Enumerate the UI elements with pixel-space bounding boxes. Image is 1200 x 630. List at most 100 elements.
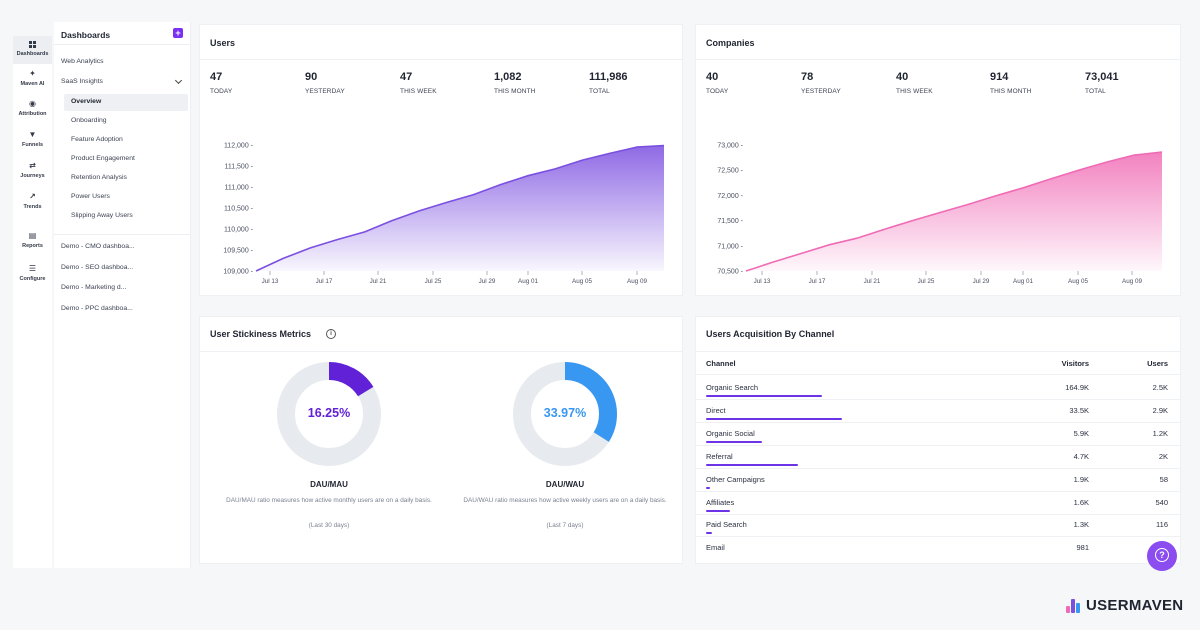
y-tick-label: 111,500 - (224, 164, 253, 171)
sidebar-item-saas-insights[interactable]: SaaS Insights (61, 78, 103, 85)
donut-label: DAU/MAU (310, 480, 348, 489)
x-tick-label: Aug 05 (572, 278, 592, 285)
sidebar-sub-item[interactable]: Slipping Away Users (71, 212, 133, 219)
channel-name: Email (706, 543, 725, 553)
sidebar-demo-item[interactable]: Demo - PPC dashboa... (61, 304, 133, 312)
stat-yesterday: 78 YESTERDAY (801, 71, 841, 95)
sidebar-sub-item[interactable]: Onboarding (71, 117, 107, 124)
donut-description: DAU/MAU ratio measures how active monthl… (226, 497, 432, 504)
x-tick-label: Aug 09 (1122, 278, 1142, 285)
donut-description: DAU/WAU ratio measures how active weekly… (463, 497, 667, 504)
rail-item-trends[interactable]: ↗ Trends (13, 192, 52, 210)
table-row[interactable]: Email 981 (696, 537, 1180, 560)
column-header-channel[interactable]: Channel (706, 359, 736, 368)
sidebar-sub-item[interactable]: Power Users (71, 193, 110, 200)
column-header-visitors[interactable]: Visitors (1061, 359, 1089, 368)
row-divider (696, 467, 1180, 469)
x-tick-label: Aug 09 (627, 278, 647, 285)
stat-label: THIS WEEK (896, 88, 933, 95)
rail-item-reports[interactable]: ▤ Reports (13, 231, 52, 249)
row-divider (696, 490, 1180, 492)
visitors-value: 1.3K (1073, 520, 1089, 530)
chevron-down-icon[interactable] (174, 76, 183, 85)
reports-icon: ▤ (28, 231, 37, 240)
series-line (255, 144, 665, 272)
rail-item-label: Journeys (20, 173, 45, 179)
sidebar-sub-item[interactable]: Product Engagement (71, 155, 135, 162)
stat-yesterday: 90 YESTERDAY (305, 71, 345, 95)
y-tick-label: 72,000 - (717, 193, 743, 200)
rail-item-label: Configure (19, 276, 46, 282)
column-header-users[interactable]: Users (1147, 359, 1168, 368)
sidebar-sub-item[interactable]: Feature Adoption (71, 136, 123, 143)
sidebar-item-web-analytics[interactable]: Web Analytics (61, 58, 104, 65)
table-row[interactable]: Affiliates 1.6K 540 (696, 492, 1180, 515)
stickiness-donuts (277, 362, 617, 466)
users-value: 58 (1159, 474, 1168, 484)
rail-item-dashboards[interactable]: Dashboards (13, 36, 52, 64)
table-row[interactable]: Organic Search 164.9K 2.5K (696, 377, 1180, 400)
stat-label: THIS MONTH (990, 88, 1032, 95)
configure-icon: ☰ (28, 264, 37, 273)
table-row[interactable]: Other Campaigns 1.9K 58 (696, 469, 1180, 492)
visitors-value: 5.9K (1073, 428, 1089, 438)
x-tick-label: Jul 13 (262, 278, 279, 285)
users-value: 540 (1155, 497, 1168, 507)
table-row[interactable]: Direct 33.5K 2.9K (696, 400, 1180, 423)
visitors-value: 33.5K (1069, 405, 1089, 415)
series-line (745, 151, 1163, 272)
stat-total: 111,986 TOTAL (589, 71, 628, 95)
y-tick-label: 109,000 - (223, 269, 253, 276)
stickiness-title: User Stickiness Metrics (210, 329, 312, 339)
help-button[interactable] (1147, 541, 1177, 571)
rail-item-journeys[interactable]: ⇄ Journeys (13, 161, 52, 179)
y-tick-label: 112,000 - (224, 143, 254, 150)
visitors-value: 1.9K (1073, 474, 1089, 484)
visitors-value: 981 (1076, 543, 1089, 553)
rail-item-funnels[interactable]: ▼ Funnels (13, 130, 52, 148)
donut-percentage: 16.25% (307, 406, 351, 420)
donut-slice (513, 362, 617, 466)
table-row[interactable]: Organic Social 5.9K 1.2K (696, 423, 1180, 446)
sidebar-demo-item[interactable]: Demo - SEO dashboa... (61, 263, 134, 271)
rail-item-label: Funnels (21, 142, 44, 148)
y-tick-label: 110,500 - (224, 206, 254, 213)
rail-item-attribution[interactable]: ◉ Attribution (13, 99, 52, 117)
attribution-icon: ◉ (29, 99, 36, 108)
x-tick-label: Jul 17 (316, 278, 333, 285)
stat-label: TOTAL (1085, 88, 1106, 95)
channel-name: Paid Search (706, 520, 747, 530)
info-icon[interactable]: i (326, 329, 336, 339)
users-value: 2K (1158, 451, 1168, 461)
share-bar (706, 463, 798, 466)
stat-label: THIS MONTH (494, 88, 536, 95)
table-row[interactable]: Paid Search 1.3K 116 (696, 514, 1180, 538)
users-card-title: Users (210, 38, 236, 48)
sidebar-sub-item[interactable]: Overview (64, 94, 188, 111)
channel-name: Direct (706, 405, 726, 415)
visitors-value: 1.6K (1073, 497, 1089, 507)
table-row[interactable]: Referral 4.7K 2K (696, 446, 1180, 469)
share-bar (706, 486, 710, 489)
acquisition-title: Users Acquisition By Channel (706, 329, 835, 339)
sidebar-demo-item[interactable]: Demo - Marketing d... (61, 284, 127, 291)
x-tick-label: Jul 21 (370, 278, 387, 285)
sidebar-demo-item[interactable]: Demo - CMO dashboa... (61, 243, 135, 250)
y-tick-label: 110,000 - (224, 227, 254, 234)
rail-item-configure[interactable]: ☰ Configure (13, 264, 52, 282)
add-dashboard-button[interactable]: + (173, 28, 183, 38)
stat-value: 111,986 (589, 71, 628, 83)
channel-name: Other Campaigns (706, 474, 765, 484)
journeys-icon: ⇄ (29, 161, 36, 170)
users-value: 1.2K (1152, 428, 1168, 438)
stat-value: 1,082 (494, 71, 522, 83)
stat-this-week: 47 THIS WEEK (400, 71, 437, 95)
donut-period: (Last 30 days) (308, 522, 350, 529)
stat-today: 47 TODAY (210, 71, 232, 95)
row-divider (696, 513, 1180, 515)
row-divider (696, 399, 1180, 400)
rail-item-maven-ai[interactable]: ✦ Maven AI (13, 69, 52, 87)
users-value: 2.5K (1152, 383, 1168, 392)
x-tick-label: Aug 01 (518, 278, 538, 285)
sidebar-sub-item[interactable]: Retention Analysis (71, 174, 127, 181)
